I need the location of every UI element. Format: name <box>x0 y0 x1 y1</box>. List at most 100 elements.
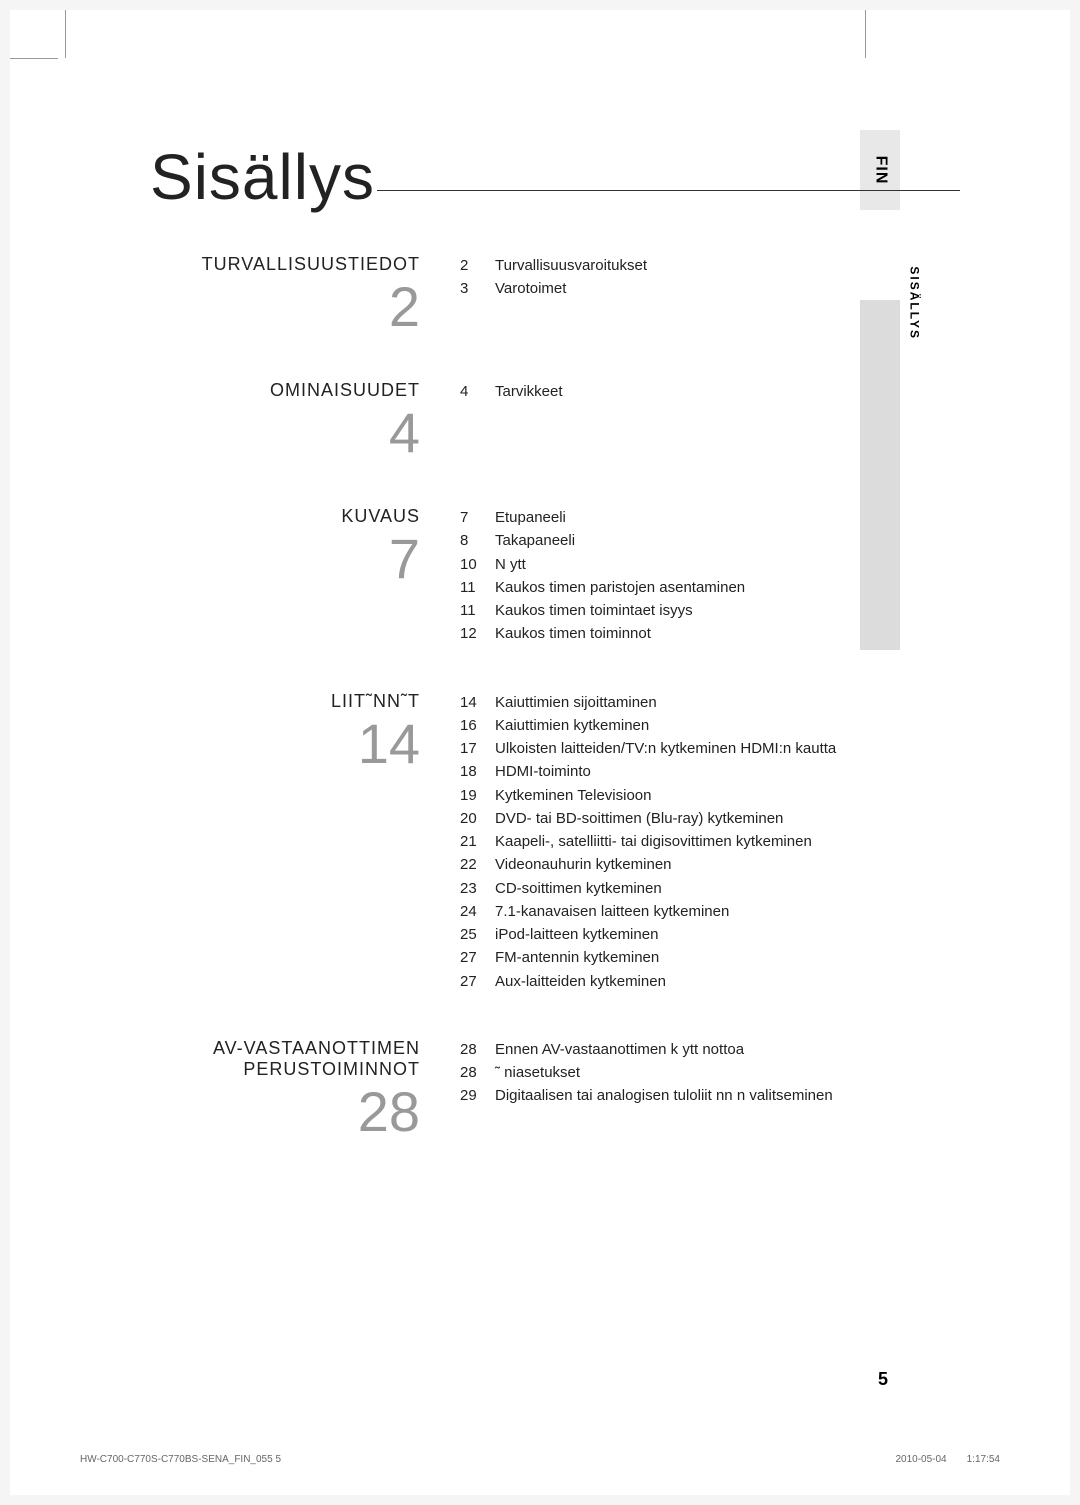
footer-filename: HW-C700-C770S-C770BS-SENA_FIN_055 5 <box>80 1454 281 1465</box>
section-heading: KUVAUS <box>130 506 420 527</box>
title-underline <box>377 190 960 191</box>
section-heading: OMINAISUUDET <box>130 380 420 401</box>
toc-entry: 8Takapaneeli <box>460 529 1000 552</box>
entry-text: FM-antennin kytkeminen <box>495 946 845 969</box>
section-left: AV-VASTAANOTTIMEN PERUSTOIMINNOT28 <box>130 1038 460 1140</box>
section-number: 14 <box>130 716 420 772</box>
entry-page: 27 <box>460 970 495 993</box>
crop-mark <box>65 10 66 58</box>
entry-text: Digitaalisen tai analogisen tuloliit nn … <box>495 1084 845 1107</box>
section-tab-label: SISÄLLYS <box>908 266 922 340</box>
entry-text: DVD- tai BD-soittimen (Blu-ray) kytkemin… <box>495 807 845 830</box>
entry-text: Varotoimet <box>495 277 845 300</box>
entry-text: Kaukos timen toimintaet isyys <box>495 599 845 622</box>
crop-mark <box>865 10 866 58</box>
entry-page: 28 <box>460 1061 495 1084</box>
entry-text: Aux-laitteiden kytkeminen <box>495 970 845 993</box>
section-number: 2 <box>130 279 420 335</box>
entry-page: 25 <box>460 923 495 946</box>
entry-text: Ulkoisten laitteiden/TV:n kytkeminen HDM… <box>495 737 845 760</box>
entry-page: 11 <box>460 599 495 622</box>
toc-entry: 4Tarvikkeet <box>460 380 1000 403</box>
section-right: 28Ennen AV-vastaanottimen k ytt nottoa28… <box>460 1038 1000 1140</box>
section-number: 7 <box>130 531 420 587</box>
language-label: FIN <box>871 156 889 185</box>
toc-entry: 27FM-antennin kytkeminen <box>460 946 1000 969</box>
entry-text: Takapaneeli <box>495 529 845 552</box>
entry-text: N ytt <box>495 553 845 576</box>
footer-time: 1:17:54 <box>967 1454 1000 1465</box>
entry-page: 28 <box>460 1038 495 1061</box>
section-left: LIIT˜NN˜T 14 <box>130 691 460 993</box>
page-number: 5 <box>878 1369 888 1390</box>
section-right: 7Etupaneeli8Takapaneeli10N ytt11Kaukos t… <box>460 506 1000 646</box>
entry-text: Tarvikkeet <box>495 380 845 403</box>
toc-entry: 28Ennen AV-vastaanottimen k ytt nottoa <box>460 1038 1000 1061</box>
entry-page: 27 <box>460 946 495 969</box>
toc-entry: 16Kaiuttimien kytkeminen <box>460 714 1000 737</box>
entry-text: Kaukos timen toiminnot <box>495 622 845 645</box>
entry-text: HDMI-toiminto <box>495 760 845 783</box>
entry-page: 21 <box>460 830 495 853</box>
document-page: FIN SISÄLLYS Sisällys TURVALLISUUSTIEDOT… <box>10 10 1070 1495</box>
entry-page: 24 <box>460 900 495 923</box>
section-right: 4Tarvikkeet <box>460 380 1000 461</box>
entry-text: Kaapeli-, satelliitti- tai digisovittime… <box>495 830 845 853</box>
entry-text: Ennen AV-vastaanottimen k ytt nottoa <box>495 1038 845 1061</box>
toc-entry: 28˜ niasetukset <box>460 1061 1000 1084</box>
toc-entry: 21Kaapeli-, satelliitti- tai digisovitti… <box>460 830 1000 853</box>
entry-page: 10 <box>460 553 495 576</box>
entry-page: 17 <box>460 737 495 760</box>
footer: HW-C700-C770S-C770BS-SENA_FIN_055 5 2010… <box>80 1454 1000 1465</box>
entry-page: 11 <box>460 576 495 599</box>
toc-entry: 20DVD- tai BD-soittimen (Blu-ray) kytkem… <box>460 807 1000 830</box>
entry-page: 3 <box>460 277 495 300</box>
entry-text: 7.1-kanavaisen laitteen kytkeminen <box>495 900 845 923</box>
entry-text: ˜ niasetukset <box>495 1061 845 1084</box>
entry-page: 22 <box>460 853 495 876</box>
section-right: 14Kaiuttimien sijoittaminen16Kaiuttimien… <box>460 691 1000 993</box>
toc-entry: 23CD-soittimen kytkeminen <box>460 877 1000 900</box>
entry-text: Etupaneeli <box>495 506 845 529</box>
toc-entry: 22Videonauhurin kytkeminen <box>460 853 1000 876</box>
toc-entry: 25iPod-laitteen kytkeminen <box>460 923 1000 946</box>
entry-text: Kaiuttimien sijoittaminen <box>495 691 845 714</box>
entry-text: Kaiuttimien kytkeminen <box>495 714 845 737</box>
toc-entry: 11Kaukos timen paristojen asentaminen <box>460 576 1000 599</box>
toc-entry: 11Kaukos timen toimintaet isyys <box>460 599 1000 622</box>
toc-entry: 10N ytt <box>460 553 1000 576</box>
entry-text: Videonauhurin kytkeminen <box>495 853 845 876</box>
crop-mark <box>10 58 58 59</box>
entry-text: CD-soittimen kytkeminen <box>495 877 845 900</box>
entry-page: 20 <box>460 807 495 830</box>
section-left: KUVAUS 7 <box>130 506 460 646</box>
entry-page: 29 <box>460 1084 495 1107</box>
entry-page: 12 <box>460 622 495 645</box>
entry-page: 2 <box>460 254 495 277</box>
toc-entry: 27Aux-laitteiden kytkeminen <box>460 970 1000 993</box>
entry-page: 23 <box>460 877 495 900</box>
section-number: 4 <box>130 405 420 461</box>
entry-page: 8 <box>460 529 495 552</box>
section-tab-bg <box>860 300 900 650</box>
toc-entry: 12Kaukos timen toiminnot <box>460 622 1000 645</box>
entry-page: 19 <box>460 784 495 807</box>
toc-section: AV-VASTAANOTTIMEN PERUSTOIMINNOT2828Enne… <box>130 1038 1000 1140</box>
toc-entry: 18HDMI-toiminto <box>460 760 1000 783</box>
entry-page: 18 <box>460 760 495 783</box>
entry-text: Kytkeminen Televisioon <box>495 784 845 807</box>
entry-text: Kaukos timen paristojen asentaminen <box>495 576 845 599</box>
entry-page: 16 <box>460 714 495 737</box>
toc-entry: 17Ulkoisten laitteiden/TV:n kytkeminen H… <box>460 737 1000 760</box>
language-tab: FIN <box>860 130 900 210</box>
section-heading: TURVALLISUUSTIEDOT <box>130 254 420 275</box>
entry-page: 7 <box>460 506 495 529</box>
page-title: Sisällys <box>150 140 375 214</box>
footer-date: 2010-05-04 <box>895 1454 946 1465</box>
toc-entry: 247.1-kanavaisen laitteen kytkeminen <box>460 900 1000 923</box>
entry-page: 14 <box>460 691 495 714</box>
section-heading: LIIT˜NN˜T <box>130 691 420 712</box>
toc-entry: 29Digitaalisen tai analogisen tuloliit n… <box>460 1084 1000 1107</box>
toc-entry: 7Etupaneeli <box>460 506 1000 529</box>
section-left: TURVALLISUUSTIEDOT 2 <box>130 254 460 335</box>
